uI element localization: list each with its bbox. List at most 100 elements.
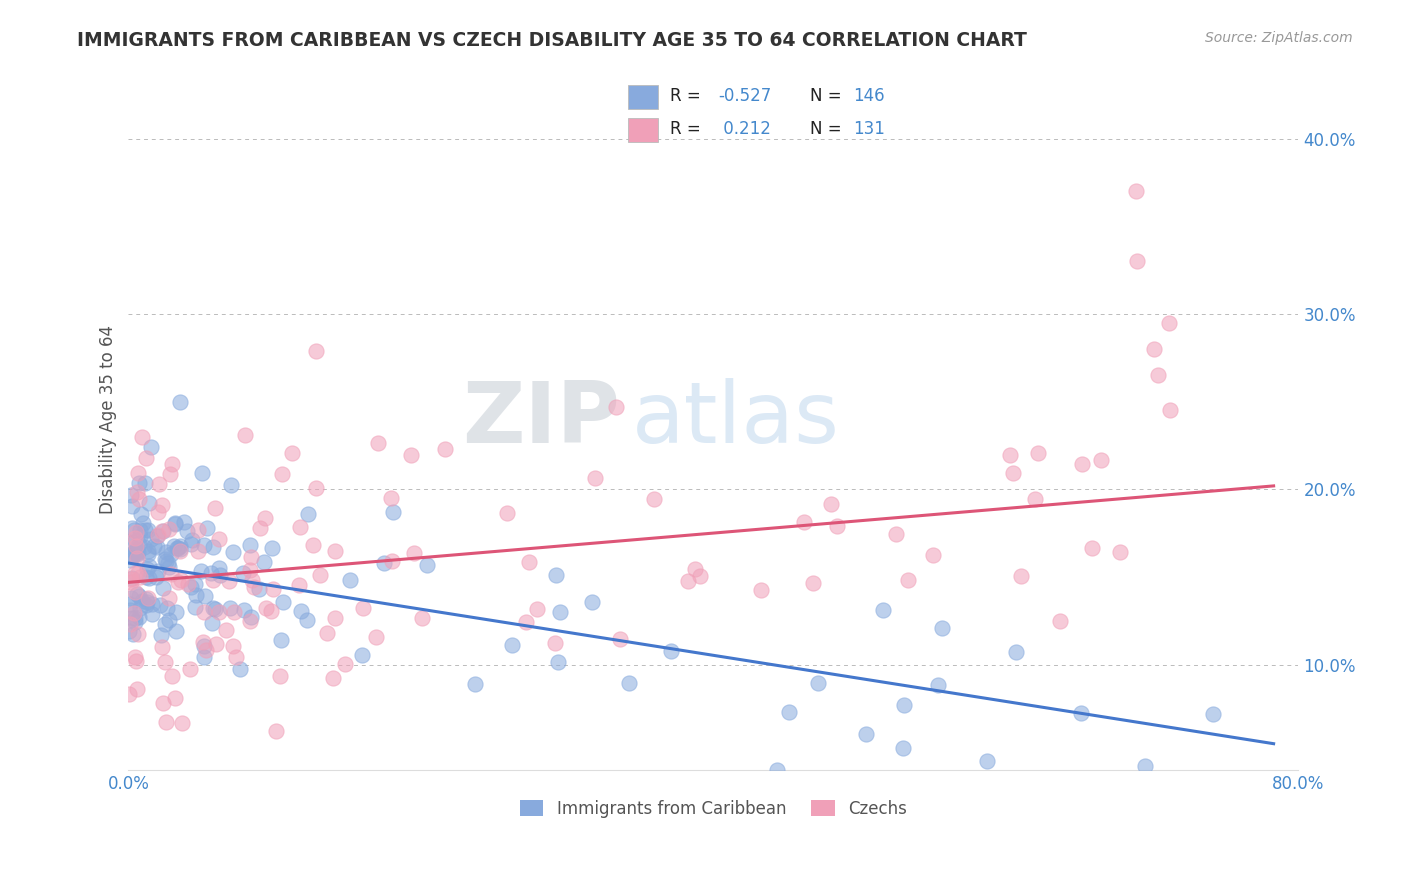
Point: [820, 497, 842, 511]
Point: [281, 446, 304, 460]
Point: [121, 500, 143, 514]
Point: [118, 687, 141, 701]
Point: [232, 566, 254, 580]
Point: [166, 575, 188, 590]
Point: [150, 640, 173, 655]
Point: [288, 520, 311, 534]
Point: [496, 506, 519, 520]
Point: [193, 605, 215, 619]
Point: [1070, 706, 1092, 720]
Point: [605, 401, 627, 415]
Point: [127, 551, 149, 566]
Point: [124, 615, 146, 629]
Point: [921, 548, 943, 562]
Point: [124, 534, 146, 549]
Point: [118, 603, 141, 617]
Point: [167, 541, 190, 556]
Point: [127, 627, 149, 641]
Point: [157, 559, 180, 574]
Point: [193, 635, 215, 649]
Point: [411, 611, 433, 625]
Point: [271, 467, 294, 481]
Point: [402, 546, 425, 560]
Point: [150, 498, 173, 512]
Point: [128, 491, 150, 506]
Point: [163, 539, 186, 553]
Point: [138, 571, 160, 585]
Point: [127, 566, 149, 581]
Legend: Immigrants from Caribbean, Czechs: Immigrants from Caribbean, Czechs: [513, 794, 914, 825]
Point: [515, 615, 537, 629]
Point: [160, 458, 183, 472]
Point: [803, 576, 825, 591]
Point: [239, 549, 262, 564]
Point: [766, 763, 789, 777]
Point: [778, 705, 800, 719]
Point: [169, 395, 191, 409]
Point: [243, 580, 266, 594]
Point: [136, 523, 159, 537]
Point: [659, 644, 682, 658]
Point: [128, 475, 150, 490]
Text: ZIP: ZIP: [463, 377, 620, 461]
Point: [215, 623, 238, 637]
Point: [202, 540, 225, 554]
Point: [204, 501, 226, 516]
Point: [224, 605, 246, 619]
Point: [893, 698, 915, 712]
Point: [325, 543, 347, 558]
Point: [142, 539, 165, 553]
Point: [187, 543, 209, 558]
Point: [136, 547, 159, 561]
Point: [1081, 541, 1104, 555]
Point: [165, 517, 187, 532]
Point: [218, 574, 240, 589]
Point: [352, 648, 374, 663]
Point: [749, 582, 772, 597]
Point: [124, 649, 146, 664]
Point: [583, 471, 606, 485]
Point: [976, 755, 998, 769]
Point: [609, 632, 631, 646]
Point: [134, 523, 156, 537]
Point: [128, 610, 150, 624]
Point: [884, 527, 907, 541]
Point: [150, 627, 173, 641]
Point: [120, 574, 142, 589]
Point: [125, 682, 148, 697]
Point: [152, 696, 174, 710]
Point: [184, 577, 207, 591]
Point: [1090, 453, 1112, 467]
Point: [134, 475, 156, 490]
Point: [173, 515, 195, 529]
Point: [139, 441, 162, 455]
Point: [253, 555, 276, 569]
Point: [121, 610, 143, 624]
Point: [187, 523, 209, 537]
Point: [793, 515, 815, 529]
Point: [195, 521, 218, 535]
Point: [135, 569, 157, 583]
Point: [155, 554, 177, 568]
Point: [157, 556, 180, 570]
Point: [240, 610, 263, 624]
Point: [205, 637, 228, 651]
Point: [122, 549, 145, 563]
Point: [127, 545, 149, 559]
Point: [184, 600, 207, 615]
Point: [305, 343, 328, 358]
Point: [153, 552, 176, 566]
Point: [309, 568, 332, 582]
Point: [1005, 645, 1028, 659]
Point: [155, 616, 177, 631]
Point: [193, 639, 215, 653]
Point: [128, 570, 150, 584]
Point: [120, 591, 142, 605]
Point: [1109, 545, 1132, 559]
Point: [125, 654, 148, 668]
Point: [201, 573, 224, 587]
Point: [208, 605, 231, 619]
Point: [179, 662, 201, 676]
Point: [222, 545, 245, 559]
Point: [128, 589, 150, 603]
